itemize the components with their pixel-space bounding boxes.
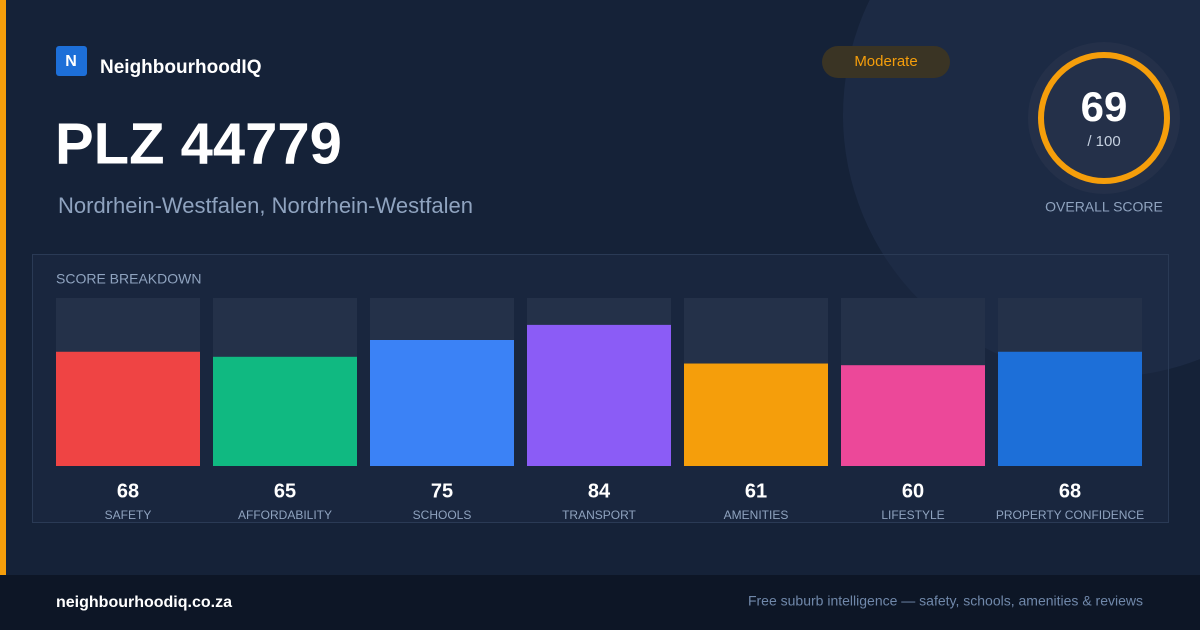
chart-title: SCORE BREAKDOWN — [56, 271, 201, 287]
bar — [527, 324, 671, 466]
brand-name: NeighbourhoodIQ — [100, 57, 261, 78]
category-label: AFFORDABILITY — [238, 508, 332, 522]
overall-caption: OVERALL SCORE — [1045, 199, 1163, 215]
value-label: 75 — [431, 480, 453, 502]
bar — [684, 363, 828, 466]
footer — [0, 575, 1200, 630]
badge-text: Moderate — [854, 53, 917, 70]
category-label: PROPERTY CONFIDENCE — [996, 508, 1144, 522]
overall-max: / 100 — [1087, 133, 1120, 150]
bar — [841, 365, 985, 466]
category-label: LIFESTYLE — [881, 508, 944, 522]
bar — [998, 351, 1142, 466]
score-ring — [1038, 52, 1170, 184]
value-label: 68 — [1059, 480, 1081, 502]
value-label: 68 — [117, 480, 139, 502]
value-label: 60 — [902, 480, 924, 502]
logo-letter: N — [65, 53, 77, 70]
category-label: SCHOOLS — [413, 508, 472, 522]
title: PLZ 44779 — [55, 111, 342, 176]
category-label: TRANSPORT — [562, 508, 636, 522]
accent-strip — [0, 0, 6, 575]
overall-score: 69 — [1081, 83, 1128, 130]
category-label: AMENITIES — [724, 508, 789, 522]
value-label: 61 — [745, 480, 767, 502]
value-label: 65 — [274, 480, 296, 502]
badge — [822, 46, 950, 78]
bar — [213, 356, 357, 466]
bar — [370, 340, 514, 466]
subtitle: Nordrhein-Westfalen, Nordrhein-Westfalen — [58, 193, 473, 218]
category-label: SAFETY — [105, 508, 152, 522]
footer-tagline: Free suburb intelligence — safety, schoo… — [748, 593, 1143, 609]
score-ring-bg — [1028, 42, 1180, 194]
bar — [56, 351, 200, 466]
logo — [56, 46, 87, 76]
value-label: 84 — [588, 480, 611, 502]
footer-site: neighbourhoodiq.co.za — [56, 594, 232, 611]
